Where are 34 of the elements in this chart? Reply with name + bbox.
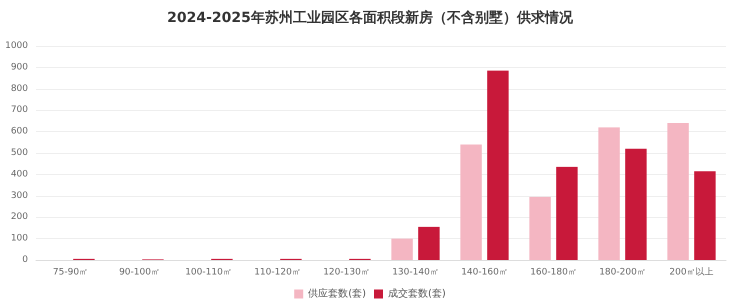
bar xyxy=(667,123,689,260)
bar xyxy=(625,148,647,260)
x-tick-label: 90-100㎡ xyxy=(119,268,160,278)
x-tick-label: 200㎡以上 xyxy=(669,266,714,278)
bar xyxy=(487,70,509,260)
bar xyxy=(694,171,716,260)
y-tick-label: 800 xyxy=(10,84,28,94)
y-tick-label: 0 xyxy=(22,255,28,265)
y-tick-label: 200 xyxy=(10,212,28,222)
y-tick-label: 300 xyxy=(10,190,28,201)
x-tick-label: 180-200㎡ xyxy=(599,268,646,278)
bar xyxy=(460,144,482,260)
x-tick-label: 120-130㎡ xyxy=(323,268,370,278)
bar xyxy=(418,226,440,260)
x-tick-label: 160-180㎡ xyxy=(530,268,577,278)
bar xyxy=(391,238,413,260)
chart-title: 2024-2025年苏州工业园区各面积段新房（不含别墅）供求情况 xyxy=(167,9,574,26)
y-tick-label: 900 xyxy=(10,62,28,72)
bar xyxy=(529,196,551,260)
x-tick-label: 130-140㎡ xyxy=(392,268,439,278)
y-tick-label: 100 xyxy=(10,234,28,244)
bar xyxy=(598,127,620,260)
legend-label: 成交套数(套) xyxy=(388,288,446,300)
y-tick-label: 400 xyxy=(10,169,28,180)
bar xyxy=(556,166,578,260)
x-tick-label: 100-110㎡ xyxy=(185,268,232,278)
y-tick-label: 600 xyxy=(10,126,28,137)
legend-label: 供应套数(套) xyxy=(308,288,366,300)
y-tick-label: 1000 xyxy=(5,41,28,51)
x-tick-label: 140-160㎡ xyxy=(461,268,508,278)
x-tick-label: 75-90㎡ xyxy=(52,268,88,278)
y-tick-label: 500 xyxy=(10,148,28,158)
x-tick-label: 110-120㎡ xyxy=(254,268,301,278)
y-tick-label: 700 xyxy=(10,105,28,116)
